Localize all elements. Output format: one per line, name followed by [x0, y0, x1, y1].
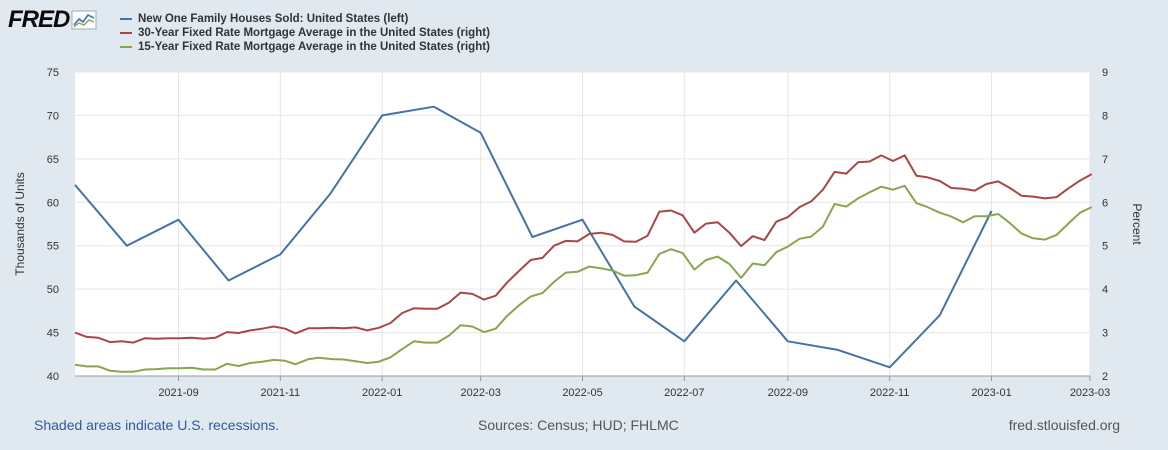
- y-axis-left: 40 45 50 55 60 65 70 75: [47, 67, 59, 383]
- y-tick-label-left: 65: [47, 154, 59, 166]
- x-tick-label: 2022-11: [870, 387, 910, 399]
- legend-item[interactable]: New One Family Houses Sold: United State…: [120, 12, 490, 26]
- y-tick-label-left: 45: [47, 328, 59, 340]
- series-line-houses-sold: [74, 105, 993, 369]
- x-axis: 2021-09 2021-11 2022-01 2022-03 2022-05 2022-…: [75, 375, 1110, 399]
- legend-label: 15-Year Fixed Rate Mortgage Average in t…: [138, 41, 490, 53]
- x-tick-label: 2022-03: [460, 387, 500, 399]
- y-tick-label-left: 40: [47, 371, 59, 383]
- site-link[interactable]: fred.stlouisfed.org: [1008, 417, 1120, 433]
- x-tick-label: 2022-09: [768, 387, 808, 399]
- x-tick-label: 2022-07: [664, 387, 704, 399]
- series-line-15yr-mortgage: [74, 184, 1093, 373]
- x-tick-label: 2021-09: [158, 387, 198, 399]
- y-tick-label-left: 55: [47, 241, 59, 253]
- y-tick-label-left: 50: [47, 284, 59, 296]
- y-axis-left-label: Thousands of Units: [13, 172, 27, 275]
- legend-swatch: [120, 32, 132, 34]
- legend-label: New One Family Houses Sold: United State…: [138, 13, 409, 25]
- x-tick-label: 2023-03: [1070, 387, 1110, 399]
- x-tick-label: 2023-01: [971, 387, 1011, 399]
- y-axis-right-label: Percent: [1130, 203, 1144, 245]
- recessions-note[interactable]: Shaded areas indicate U.S. recessions.: [34, 417, 280, 433]
- chart-line-icon: [71, 10, 97, 30]
- x-tick-label: 2022-05: [562, 387, 602, 399]
- x-tick-label: 2022-01: [362, 387, 402, 399]
- legend-swatch: [120, 46, 132, 48]
- legend-item[interactable]: 30-Year Fixed Rate Mortgage Average in t…: [120, 26, 490, 40]
- y-tick-label-right: 4: [1102, 284, 1108, 296]
- y-tick-label-left: 70: [47, 110, 59, 122]
- y-tick-label-right: 7: [1102, 154, 1108, 166]
- legend-item[interactable]: 15-Year Fixed Rate Mortgage Average in t…: [120, 40, 490, 54]
- fred-logo[interactable]: FRED: [8, 6, 97, 34]
- x-tick-label: 2021-11: [261, 387, 301, 399]
- y-tick-label-right: 6: [1102, 197, 1108, 209]
- legend-swatch: [120, 18, 132, 20]
- y-tick-label-left: 60: [47, 197, 59, 209]
- y-tick-label-right: 9: [1102, 67, 1108, 79]
- series-lines: [74, 105, 1093, 373]
- y-tick-label-right: 8: [1102, 110, 1108, 122]
- chart-legend: New One Family Houses Sold: United State…: [120, 12, 490, 54]
- logo-text: FRED: [8, 6, 70, 33]
- legend-label: 30-Year Fixed Rate Mortgage Average in t…: [138, 27, 490, 39]
- y-tick-label-right: 3: [1102, 328, 1108, 340]
- series-line-30yr-mortgage: [74, 154, 1093, 344]
- y-axis-right: 2 3 4 5 6 7 8 9: [1102, 67, 1108, 383]
- y-tick-label-right: 2: [1102, 371, 1108, 383]
- sources-note: Sources: Census; HUD; FHLMC: [478, 417, 679, 433]
- y-tick-label-left: 75: [47, 67, 59, 79]
- y-tick-label-right: 5: [1102, 241, 1108, 253]
